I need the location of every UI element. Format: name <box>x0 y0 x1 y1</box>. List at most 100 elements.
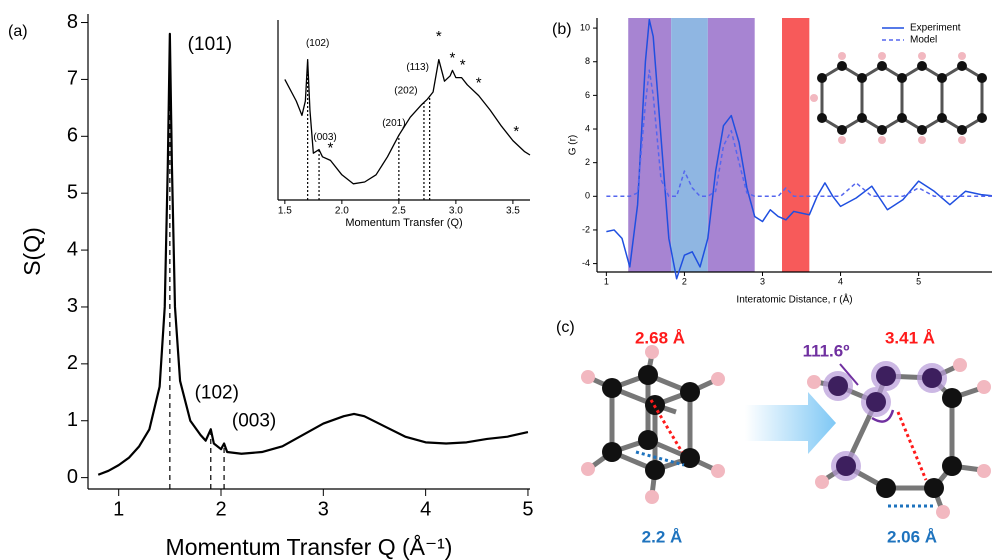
distance-label: 3.41 Å <box>885 328 935 347</box>
panel-label: (c) <box>556 319 575 336</box>
y-tick-label: 6 <box>67 125 78 147</box>
carbon <box>828 376 848 396</box>
y-axis-label: S(Q) <box>19 227 45 276</box>
carbon <box>924 478 944 498</box>
hydrogen <box>977 380 991 394</box>
distance-label: 2.68 Å <box>635 328 685 347</box>
y-tick-label: 6 <box>585 90 590 100</box>
y-tick-label: -4 <box>582 258 590 268</box>
x-axis-label: Momentum Transfer Q (Å⁻¹) <box>166 533 453 560</box>
carbon <box>917 125 927 135</box>
impurity-star: * <box>476 75 482 92</box>
hydrogen <box>936 505 950 519</box>
y-tick-label: 4 <box>585 123 590 133</box>
panel-label: (a) <box>8 23 28 40</box>
y-tick-label: 7 <box>67 68 78 90</box>
page: { "panel_labels": ["(a)", "(b)", "(c)"],… <box>0 0 992 560</box>
hydrogen <box>815 475 829 489</box>
carbon <box>942 388 962 408</box>
carbon <box>602 442 622 462</box>
peak-label: (201) <box>382 118 405 129</box>
carbon <box>897 113 907 123</box>
x-tick-label: 3.0 <box>449 206 463 217</box>
carbon <box>638 430 658 450</box>
hydrogen <box>645 345 659 359</box>
peak-label: (003) <box>232 411 276 432</box>
y-tick-label: -2 <box>582 224 590 234</box>
hydrogen <box>878 52 886 60</box>
x-tick-label: 2 <box>215 498 226 520</box>
x-tick-label: 3 <box>760 277 765 287</box>
carbon <box>977 113 987 123</box>
x-tick-label: 5 <box>916 277 921 287</box>
hydrogen <box>711 372 725 386</box>
band <box>782 18 809 272</box>
hydrogen <box>838 52 846 60</box>
carbon <box>876 366 896 386</box>
carbon <box>857 73 867 83</box>
y-tick-label: 2 <box>585 157 590 167</box>
y-tick-label: 10 <box>580 22 590 32</box>
x-tick-label: 5 <box>522 498 533 520</box>
carbon <box>942 456 962 476</box>
x-axis-label: Momentum Transfer (Q) <box>345 217 462 229</box>
carbon <box>857 113 867 123</box>
carbon <box>837 125 847 135</box>
y-tick-label: 3 <box>67 295 78 317</box>
y-axis-label: G (r) <box>568 135 579 156</box>
carbon <box>876 478 896 498</box>
hydrogen <box>645 490 659 504</box>
hydrogen <box>977 464 991 478</box>
x-tick-label: 1 <box>604 277 609 287</box>
carbon <box>837 61 847 71</box>
carbon <box>937 73 947 83</box>
x-axis-label: Interatomic Distance, r (Å) <box>736 293 852 306</box>
y-tick-label: 2 <box>67 352 78 374</box>
hydrogen <box>810 94 818 102</box>
carbon <box>917 61 927 71</box>
hydrogen <box>878 136 886 144</box>
peak-label: (113) <box>406 62 429 73</box>
peak-label: (101) <box>188 34 232 55</box>
carbon <box>957 61 967 71</box>
carbon <box>957 125 967 135</box>
carbon <box>977 73 987 83</box>
hydrogen <box>581 462 595 476</box>
hydrogen <box>958 136 966 144</box>
y-tick-label: 8 <box>585 56 590 66</box>
peak-label: (102) <box>306 38 329 49</box>
x-tick-label: 2.0 <box>335 206 349 217</box>
legend-label: Experiment <box>910 23 961 34</box>
x-tick-label: 2 <box>682 277 687 287</box>
carbon <box>897 73 907 83</box>
carbon <box>817 113 827 123</box>
x-tick-label: 1.5 <box>278 206 292 217</box>
panel-label: (b) <box>552 21 572 38</box>
hydrogen <box>711 464 725 478</box>
impurity-star: * <box>450 49 456 66</box>
y-tick-label: 5 <box>67 181 78 203</box>
x-tick-label: 4 <box>420 498 431 520</box>
peak-label: (202) <box>394 85 417 96</box>
impurity-star: * <box>513 123 519 140</box>
carbon <box>937 113 947 123</box>
y-tick-label: 8 <box>67 11 78 33</box>
x-tick-label: 4 <box>838 277 843 287</box>
hydrogen <box>918 52 926 60</box>
carbon <box>877 61 887 71</box>
carbon <box>645 460 665 480</box>
hydrogen <box>838 136 846 144</box>
carbon <box>877 125 887 135</box>
y-tick-label: 4 <box>67 238 78 260</box>
band <box>671 18 708 272</box>
y-tick-label: 0 <box>585 191 590 201</box>
x-tick-label: 2.5 <box>392 206 406 217</box>
impurity-star: * <box>460 57 466 74</box>
edge-label: 2.06 Å <box>887 527 937 546</box>
carbon <box>602 378 622 398</box>
hydrogen <box>953 358 967 372</box>
peak-label: (102) <box>195 382 239 403</box>
carbon <box>866 392 886 412</box>
carbon <box>922 368 942 388</box>
carbon <box>836 456 856 476</box>
